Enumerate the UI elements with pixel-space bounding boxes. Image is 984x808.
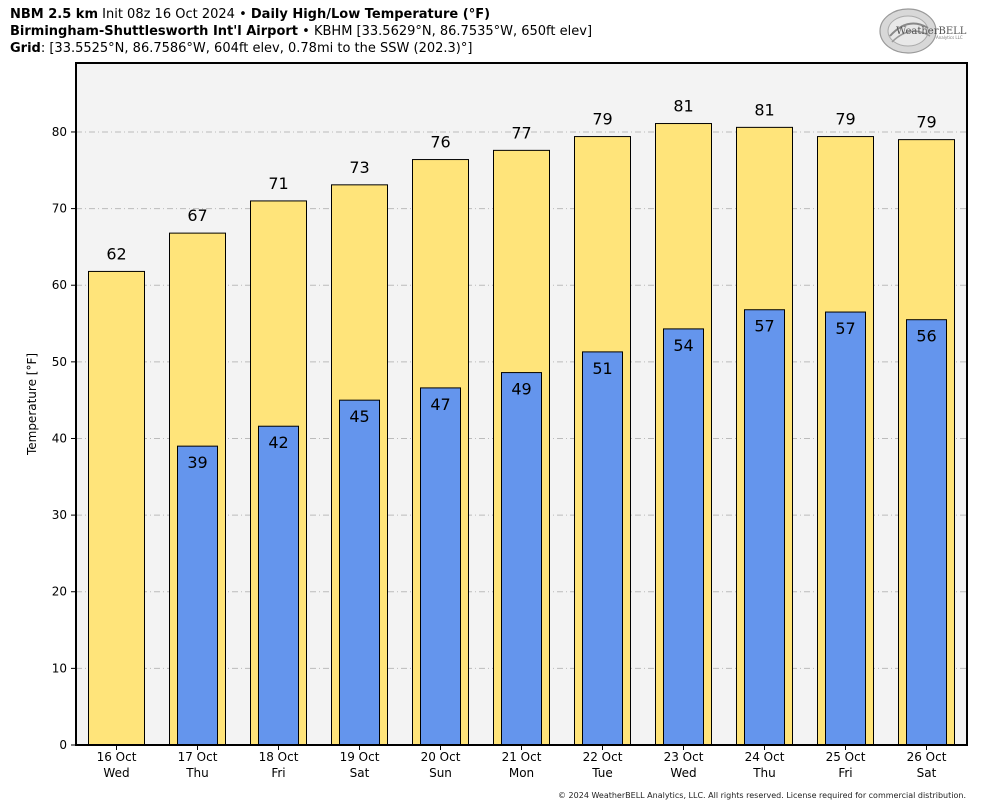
high-temp-label: 81 [673,97,693,116]
x-tick-label-day: Mon [509,766,534,780]
station-name: Birmingham-Shuttlesworth Int'l Airport [10,24,299,39]
high-temp-label: 79 [835,110,855,129]
x-tick-label-day: Thu [185,766,209,780]
low-temp-label: 51 [592,359,612,378]
high-temp-label: 79 [592,110,612,129]
x-tick-label-day: Thu [752,766,776,780]
grid-info: : [33.5525°N, 86.7586°W, 604ft elev, 0.7… [40,41,473,56]
svg-text:WeatherBELL: WeatherBELL [896,26,967,37]
x-tick-label-date: 18 Oct [259,750,299,764]
chart-header: NBM 2.5 km Init 08z 16 Oct 2024 • Daily … [10,6,592,57]
high-temp-label: 73 [349,158,369,177]
y-tick-label: 50 [52,355,67,369]
low-temp-bar [582,351,623,746]
init-time: Init 08z 16 Oct 2024 [102,7,235,22]
separator: • [239,7,247,22]
x-tick-label-day: Fri [271,766,285,780]
y-tick-label: 40 [52,431,67,445]
x-tick-label-day: Sun [429,766,452,780]
high-temp-bar [88,270,145,746]
low-temp-bar [339,399,380,746]
high-temp-label: 77 [511,123,531,142]
x-tick-label-date: 26 Oct [907,750,947,764]
station-info: KBHM [33.5629°N, 86.7535°W, 650ft elev] [313,24,593,39]
low-temp-label: 47 [430,395,450,414]
x-tick-label-date: 21 Oct [502,750,542,764]
low-temp-bar [501,372,542,746]
header-line-1: NBM 2.5 km Init 08z 16 Oct 2024 • Daily … [10,6,592,23]
high-temp-label: 81 [754,100,774,119]
low-temp-bar [177,445,218,746]
y-tick-label: 80 [52,125,67,139]
plot-frame [75,62,968,746]
y-tick-label: 0 [59,738,67,752]
y-tick-label: 60 [52,278,67,292]
y-axis-label: Temperature [°F] [25,353,39,456]
low-temp-bar [906,319,947,746]
header-line-3: Grid: [33.5525°N, 86.7586°W, 604ft elev,… [10,40,592,57]
low-temp-label: 39 [187,453,207,472]
low-temp-bar [663,328,704,746]
x-tick-label-date: 19 Oct [340,750,380,764]
low-temp-label: 45 [349,407,369,426]
copyright-notice: © 2024 WeatherBELL Analytics, LLC. All r… [558,791,966,800]
x-tick-label-date: 24 Oct [745,750,785,764]
x-tick-label-date: 25 Oct [826,750,866,764]
separator: • [302,24,310,39]
high-temp-label: 62 [106,244,126,263]
x-tick-label-day: Wed [670,766,696,780]
x-tick-label-date: 22 Oct [583,750,623,764]
low-temp-bar [258,425,299,746]
weatherbell-logo: WeatherBELL Analytics LLC [879,8,967,54]
low-temp-label: 42 [268,433,288,452]
high-temp-label: 67 [187,206,207,225]
chart-title: Daily High/Low Temperature (°F) [250,7,491,22]
low-temp-label: 57 [835,319,855,338]
low-temp-label: 54 [673,336,693,355]
y-tick-label: 30 [52,508,67,522]
low-temp-label: 56 [916,327,936,346]
low-temp-label: 49 [511,380,531,399]
low-temp-bar [744,309,785,746]
low-temp-bar [420,387,461,746]
model-name: NBM 2.5 km [10,7,98,22]
x-tick-label-day: Wed [103,766,129,780]
x-tick-label-day: Sat [350,766,370,780]
x-tick-label-date: 16 Oct [97,750,137,764]
x-tick-label-date: 20 Oct [421,750,461,764]
high-temp-label: 79 [916,113,936,132]
grid-label: Grid [10,41,41,56]
svg-text:Analytics LLC: Analytics LLC [936,35,963,40]
high-temp-label: 71 [268,174,288,193]
y-tick-label: 20 [52,585,67,599]
low-temp-bar [825,311,866,746]
x-tick-label-day: Fri [838,766,852,780]
high-temp-label: 76 [430,133,450,152]
header-line-2: Birmingham-Shuttlesworth Int'l Airport •… [10,23,592,40]
x-tick-label-date: 17 Oct [178,750,218,764]
x-tick-label-date: 23 Oct [664,750,704,764]
x-tick-label-day: Sat [917,766,937,780]
low-temp-label: 57 [754,317,774,336]
x-tick-label-day: Tue [591,766,613,780]
y-tick-label: 70 [52,202,67,216]
y-tick-label: 10 [52,661,67,675]
